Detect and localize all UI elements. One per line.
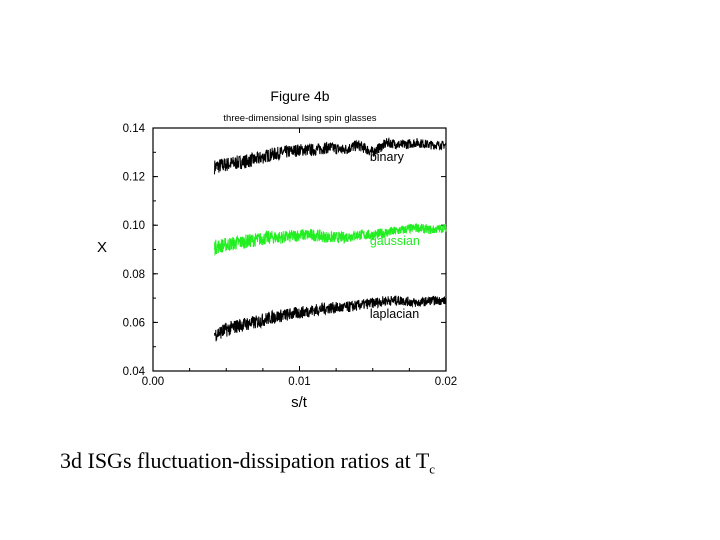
y-tick-label: 0.06 xyxy=(123,317,145,329)
x-tick-label: 0.01 xyxy=(288,376,310,388)
x-axis-label: s/t xyxy=(291,394,308,411)
series-line-binary xyxy=(214,137,447,175)
caption: 3d ISGs fluctuation-dissipation ratios a… xyxy=(60,448,435,477)
chart-title: Figure 4b xyxy=(270,88,329,104)
y-tick-label: 0.08 xyxy=(123,269,145,281)
caption-subscript: c xyxy=(429,461,436,477)
x-tick-label: 0.00 xyxy=(142,376,164,388)
series-line-laplacian xyxy=(214,295,447,342)
series-labels: binary gaussian laplacian xyxy=(370,150,420,321)
chart: Figure 4b three-dimensional Ising spin g… xyxy=(97,88,458,411)
chart-subtitle: three-dimensional Ising spin glasses xyxy=(223,113,376,124)
series-layer xyxy=(214,137,447,342)
axis-ticks xyxy=(152,127,447,372)
y-tick-label: 0.10 xyxy=(123,220,145,232)
y-axis-label: X xyxy=(97,239,107,256)
plot-frame xyxy=(152,127,447,372)
y-tick-label: 0.04 xyxy=(123,366,146,378)
y-tick-label: 0.14 xyxy=(123,123,146,135)
x-tick-label: 0.02 xyxy=(435,376,457,388)
tick-labels: 0.04 0.06 0.08 0.10 0.12 0.14 0.00 0.01 0.02 xyxy=(123,123,458,388)
series-line-gaussian xyxy=(214,222,447,257)
y-tick-label: 0.12 xyxy=(123,172,145,184)
series-label-gaussian: gaussian xyxy=(370,234,420,248)
series-label-binary: binary xyxy=(370,150,405,164)
caption-text: 3d ISGs fluctuation-dissipation ratios a… xyxy=(60,448,430,473)
series-label-laplacian: laplacian xyxy=(370,307,419,321)
